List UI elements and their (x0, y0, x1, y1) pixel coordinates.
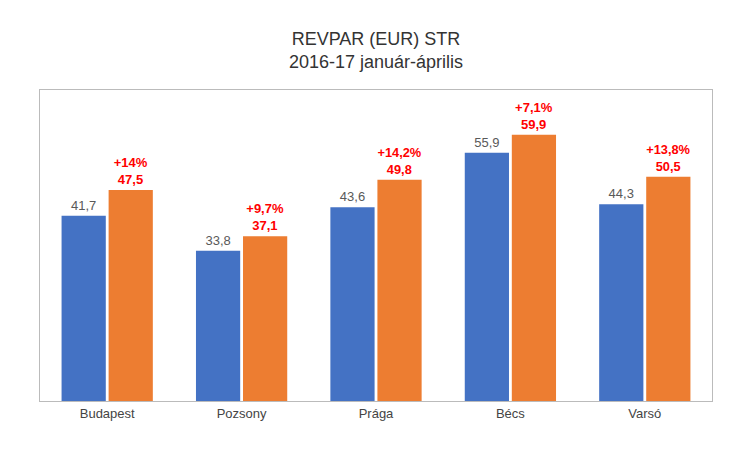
svg-text:Bécs: Bécs (496, 406, 525, 421)
svg-text:+14,2%49,8: +14,2%49,8 (377, 145, 421, 177)
svg-text:Prága: Prága (359, 406, 394, 421)
svg-text:43,6: 43,6 (340, 189, 365, 204)
svg-text:33,8: 33,8 (205, 233, 230, 248)
svg-text:+13,8%50,5: +13,8%50,5 (646, 142, 690, 174)
svg-text:Pozsony: Pozsony (217, 406, 267, 421)
svg-text:+9,7%37,1: +9,7%37,1 (246, 201, 284, 233)
svg-text:REVPAR (EUR) STR2016-17 január: REVPAR (EUR) STR2016-17 január-április (289, 29, 463, 72)
svg-text:44,3: 44,3 (609, 186, 634, 201)
svg-text:Varsó: Varsó (628, 406, 661, 421)
svg-text:+7,1%59,9: +7,1%59,9 (515, 100, 553, 132)
svg-text:55,9: 55,9 (474, 135, 499, 150)
svg-text:Budapest: Budapest (80, 406, 135, 421)
svg-text:41,7: 41,7 (71, 198, 96, 213)
svg-text:+14%47,5: +14%47,5 (114, 155, 148, 187)
